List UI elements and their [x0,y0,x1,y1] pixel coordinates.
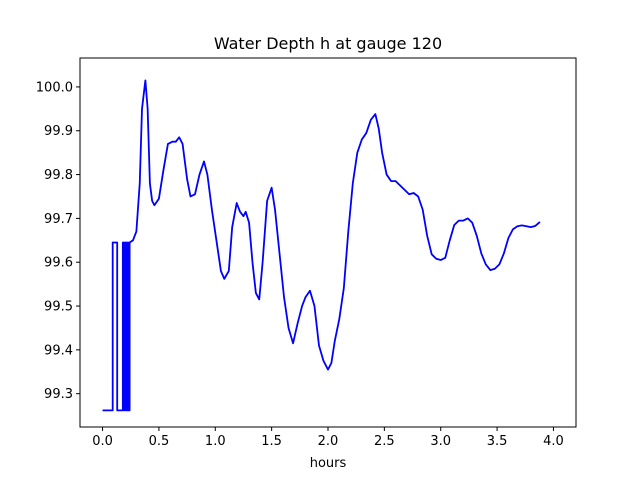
x-axis-label: hours [310,456,347,471]
y-tick-label: 99.8 [44,168,73,183]
y-tick-label: 99.4 [44,343,73,358]
x-tick-label: 1.5 [261,434,282,449]
y-axis-ticks: 99.3 99.4 99.5 99.6 99.7 99.8 99.9 100.0 [36,80,80,402]
chart-title: Water Depth h at gauge 120 [214,34,442,53]
y-tick-label: 99.3 [44,387,73,402]
series-line-0 [102,79,541,412]
x-tick-label: 4.0 [543,434,564,449]
x-tick-label: 3.5 [487,434,508,449]
x-tick-label: 2.5 [374,434,395,449]
y-tick-label: 99.5 [44,300,73,315]
y-tick-label: 99.9 [44,124,73,139]
x-tick-label: 2.0 [318,434,339,449]
x-axis-ticks: 0.0 0.5 1.0 1.5 2.0 2.5 3.0 3.5 4.0 [92,427,564,449]
y-tick-label: 99.7 [44,212,73,227]
plot-area [102,79,541,412]
x-tick-label: 1.0 [205,434,226,449]
x-tick-label: 0.5 [149,434,170,449]
y-tick-label: 100.0 [36,80,73,95]
x-tick-label: 0.0 [92,434,113,449]
y-tick-label: 99.6 [44,256,73,271]
x-tick-label: 3.0 [430,434,451,449]
